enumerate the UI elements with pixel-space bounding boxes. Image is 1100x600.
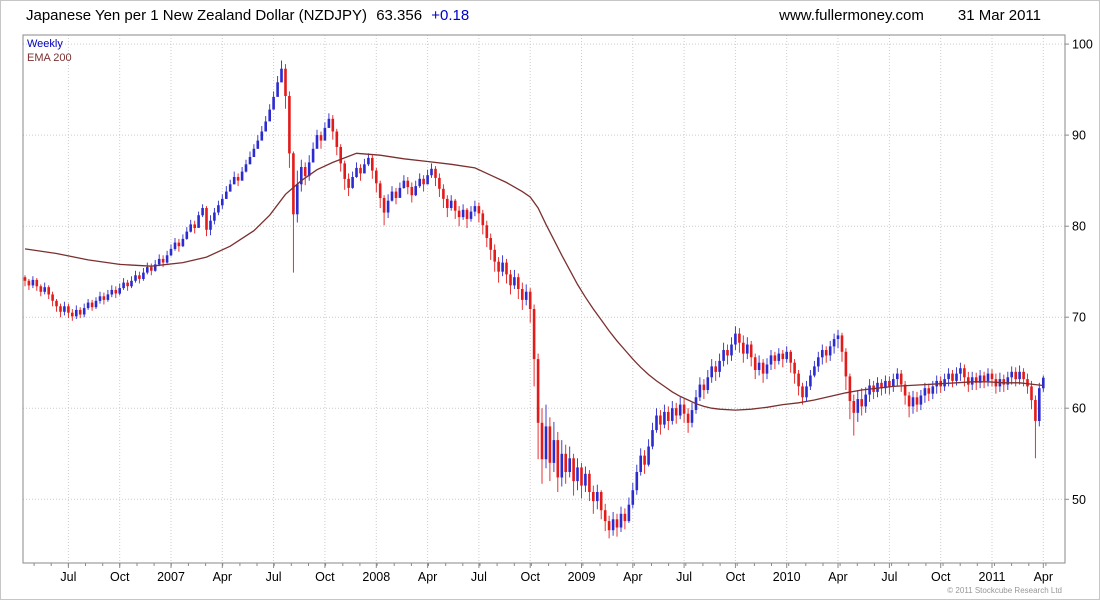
svg-text:Oct: Oct <box>110 570 130 584</box>
svg-text:Jul: Jul <box>60 570 76 584</box>
svg-text:2010: 2010 <box>773 570 801 584</box>
chart-date: 31 Mar 2011 <box>957 7 1041 24</box>
svg-text:100: 100 <box>1072 38 1093 52</box>
svg-text:Apr: Apr <box>623 570 642 584</box>
plot-border <box>22 34 1066 564</box>
svg-text:Apr: Apr <box>213 570 232 584</box>
svg-text:2011: 2011 <box>979 570 1006 584</box>
svg-text:2007: 2007 <box>157 570 185 584</box>
price-change: +0.18 <box>431 7 470 24</box>
chart-legend: Weekly EMA 200 <box>27 37 72 65</box>
x-axis: Jul Oct 2007 Apr Jul Oct 2008 Apr Jul Oct 2009 Apr J… <box>33 35 1053 584</box>
ema-line <box>24 152 1044 411</box>
svg-text:Jul: Jul <box>266 570 282 584</box>
svg-text:Oct: Oct <box>726 570 746 584</box>
svg-text:Jul: Jul <box>881 570 897 584</box>
svg-text:Apr: Apr <box>1034 570 1053 584</box>
chart-title: Japanese Yen per 1 New Zealand Dollar (N… <box>26 7 368 24</box>
candlestick-series <box>23 60 1045 539</box>
svg-text:Oct: Oct <box>931 570 951 584</box>
svg-text:60: 60 <box>1072 402 1086 416</box>
legend-weekly-label: Weekly <box>27 38 63 50</box>
svg-text:70: 70 <box>1072 311 1086 325</box>
chart-header: Japanese Yen per 1 New Zealand Dollar (N… <box>1 1 1099 30</box>
svg-text:Apr: Apr <box>418 570 437 584</box>
legend-ema-label: EMA 200 <box>27 52 72 64</box>
svg-text:Jul: Jul <box>471 570 487 584</box>
y-axis: 50 60 70 80 90 100 <box>23 38 1093 507</box>
chart-header-meta: www.fullermoney.com 31 Mar 2011 <box>779 7 1099 24</box>
svg-text:50: 50 <box>1072 493 1086 507</box>
svg-text:90: 90 <box>1072 129 1086 143</box>
copyright-text: © 2011 Stockcube Research Ltd <box>947 586 1062 595</box>
svg-text:2008: 2008 <box>362 570 390 584</box>
last-price: 63.356 <box>376 7 423 24</box>
svg-text:80: 80 <box>1072 220 1086 234</box>
svg-text:Oct: Oct <box>520 570 540 584</box>
svg-text:Jul: Jul <box>676 570 692 584</box>
svg-text:Oct: Oct <box>315 570 335 584</box>
chart-title-group: Japanese Yen per 1 New Zealand Dollar (N… <box>1 7 474 24</box>
svg-text:Apr: Apr <box>828 570 847 584</box>
website-text: www.fullermoney.com <box>779 7 924 24</box>
svg-text:2009: 2009 <box>568 570 596 584</box>
